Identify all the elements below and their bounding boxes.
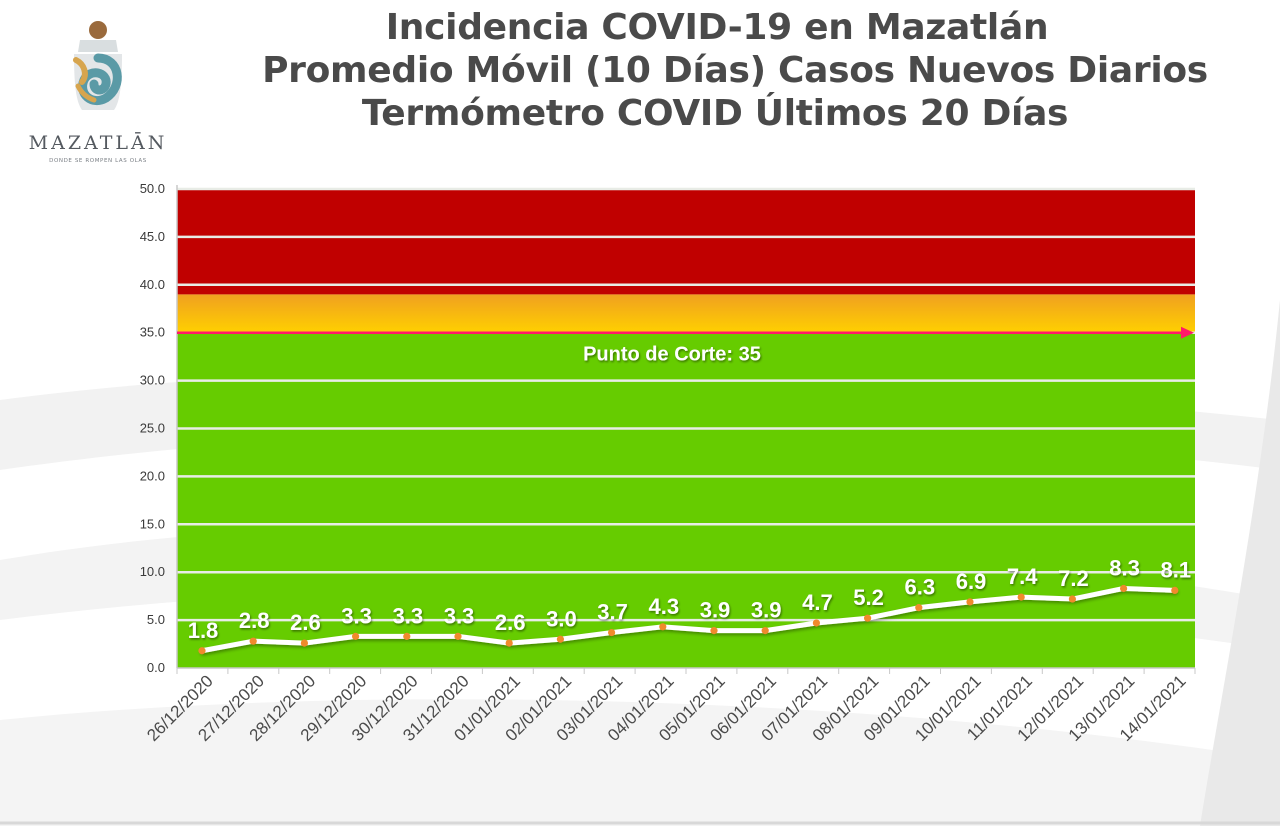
data-point-12 (812, 619, 821, 627)
zones-layer (177, 189, 1195, 668)
data-label-11: 3.9 (751, 598, 782, 623)
data-label-13: 5.2 (853, 585, 884, 610)
zone-band-1 (177, 294, 1195, 333)
data-label-3: 3.3 (341, 603, 372, 628)
data-point-18 (1120, 584, 1128, 593)
data-point-19 (1171, 586, 1179, 595)
data-label-2: 2.6 (290, 610, 321, 635)
data-label-7: 3.0 (546, 606, 577, 631)
data-point-7 (556, 635, 565, 643)
x-tick-labels: 26/12/202027/12/202028/12/202029/12/2020… (143, 671, 1189, 745)
data-point-8 (608, 628, 616, 637)
y-tick-label-7: 35.0 (140, 325, 165, 340)
logo-wordmark: MAZATLĀN (28, 132, 168, 154)
y-tick-label-10: 50.0 (140, 181, 165, 196)
data-label-19: 8.1 (1161, 557, 1192, 582)
title-line-3: Termómetro COVID Últimos 20 Días (361, 93, 1069, 134)
data-label-16: 7.4 (1007, 564, 1038, 589)
zone-band-0 (177, 332, 1195, 668)
y-tick-labels: 0.0 5.0 10.0 15.0 20.0 25.0 30.0 35.0 40.0 45.0 50… (140, 181, 165, 675)
data-point-9 (659, 623, 667, 631)
data-point-14 (915, 604, 923, 612)
series-line (199, 585, 1178, 654)
data-label-9: 4.3 (649, 594, 680, 619)
y-tick-label-3: 15.0 (140, 516, 165, 531)
data-label-17: 7.2 (1058, 566, 1089, 591)
cutoff-arrow-icon (1181, 326, 1194, 339)
chart-title-block: Incidencia COVID-19 en Mazatlán Promedio… (190, 6, 1280, 135)
data-point-2 (300, 639, 308, 647)
mazatlan-logo: MAZATLĀN DONDE SE ROMPEN LAS OLAS (18, 14, 178, 174)
data-label-12: 4.7 (802, 590, 833, 615)
data-point-1 (249, 637, 257, 645)
data-point-3 (352, 632, 360, 640)
data-label-0: 1.8 (188, 618, 219, 643)
y-tick-label-5: 25.0 (140, 421, 165, 436)
cutoff-label: Punto de Corte: 35 (583, 344, 761, 366)
series-layer (198, 584, 1179, 655)
data-label-4: 3.3 (393, 603, 424, 628)
zone-band-2 (177, 189, 1195, 295)
data-point-15 (966, 598, 974, 606)
y-tick-label-0: 0.0 (147, 660, 165, 675)
y-tick-label-1: 5.0 (147, 612, 165, 627)
data-point-17 (1068, 595, 1076, 603)
data-label-14: 6.3 (905, 575, 936, 600)
logo-tagline: DONDE SE ROMPEN LAS OLAS (49, 158, 147, 164)
y-tick-label-2: 10.0 (140, 564, 165, 579)
data-point-0 (198, 647, 206, 655)
y-tick-label-6: 30.0 (140, 373, 165, 388)
data-point-10 (710, 627, 718, 635)
data-labels: 1.8 2.8 2.6 3.3 3.3 3.3 2.6 3.0 3.7 4.3 3.9 3.9 4.7 5… (188, 555, 1191, 642)
data-point-16 (1017, 593, 1025, 601)
data-label-8: 3.7 (597, 600, 628, 625)
mazatlan-emblem-icon (73, 21, 122, 110)
y-tick-label-9: 45.0 (140, 229, 165, 244)
data-label-6: 2.6 (495, 610, 526, 635)
title-line-1: Incidencia COVID-19 en Mazatlán (385, 7, 1049, 48)
axes (176, 185, 1196, 674)
data-point-13 (864, 614, 872, 622)
title-line-2: Promedio Móvil (10 Días) Casos Nuevos Di… (262, 50, 1208, 91)
data-label-15: 6.9 (956, 569, 987, 594)
data-label-1: 2.8 (239, 608, 270, 633)
data-point-4 (403, 632, 411, 640)
data-point-11 (761, 627, 769, 635)
data-label-5: 3.3 (444, 603, 475, 628)
y-tick-label-4: 20.0 (140, 468, 165, 483)
data-point-6 (505, 639, 513, 647)
data-label-10: 3.9 (700, 598, 731, 623)
y-tick-label-8: 40.0 (140, 277, 165, 292)
cutoff-layer: Punto de Corte: 35 (177, 326, 1194, 366)
data-label-18: 8.3 (1109, 555, 1140, 580)
data-point-5 (454, 632, 462, 640)
